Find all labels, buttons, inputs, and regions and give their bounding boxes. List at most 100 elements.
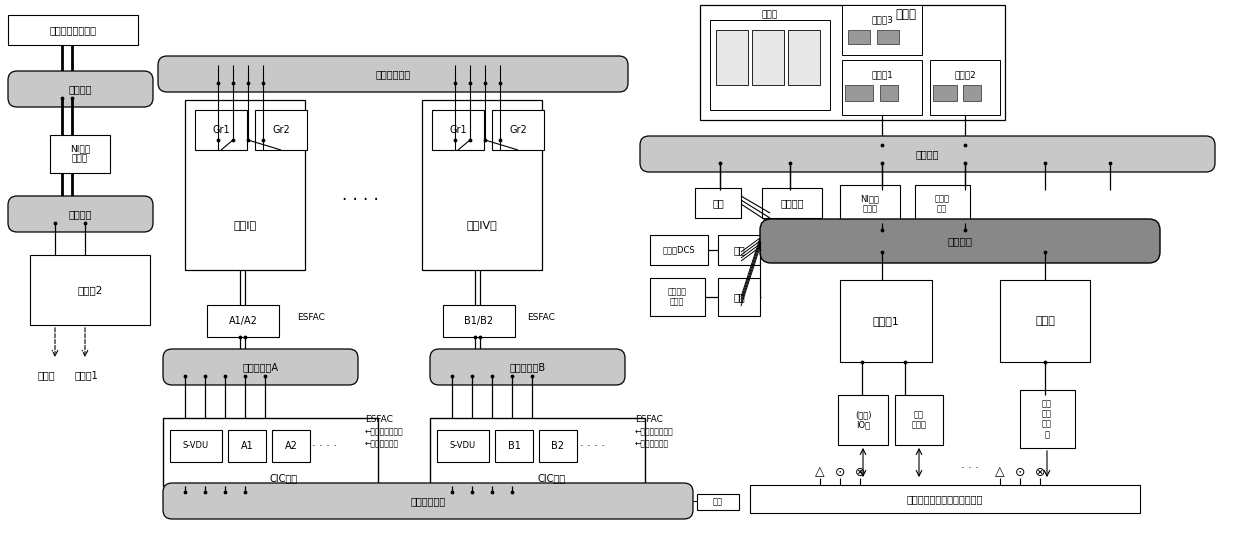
Bar [1021, 390, 1075, 448]
Text: B1/B2: B1/B2 [465, 316, 494, 326]
Bar [697, 494, 739, 510]
Bar [422, 100, 542, 270]
Text: Gr2: Gr2 [272, 125, 290, 135]
Bar [880, 85, 898, 101]
Text: 安全级DCS: 安全级DCS [662, 246, 696, 255]
Bar [650, 278, 706, 316]
Bar [718, 235, 760, 265]
Bar [711, 20, 830, 110]
Bar [228, 430, 267, 462]
Text: ⊗: ⊗ [854, 466, 866, 479]
Text: Gr1: Gr1 [449, 125, 466, 135]
Text: Gr2: Gr2 [510, 125, 527, 135]
Text: 安全系统总线: 安全系统总线 [376, 69, 410, 79]
FancyBboxPatch shape [640, 136, 1215, 172]
FancyBboxPatch shape [7, 71, 153, 107]
Bar [694, 188, 742, 218]
Text: 工程师站: 工程师站 [780, 198, 804, 208]
Text: Gr1: Gr1 [212, 125, 229, 135]
Bar [930, 60, 999, 115]
Bar [495, 430, 533, 462]
Text: A2: A2 [284, 441, 298, 451]
Bar [436, 430, 489, 462]
Bar [185, 100, 305, 270]
Bar [963, 85, 981, 101]
Bar [915, 185, 970, 223]
Text: ←多样化驱动系统: ←多样化驱动系统 [365, 428, 404, 436]
FancyBboxPatch shape [7, 196, 153, 232]
Bar [50, 135, 110, 173]
Text: B1: B1 [507, 441, 521, 451]
Text: A1: A1 [241, 441, 253, 451]
Text: 保护IV组: 保护IV组 [466, 220, 497, 230]
Text: ⊙: ⊙ [1014, 466, 1025, 479]
Text: 工作站2: 工作站2 [954, 70, 976, 80]
Bar [999, 280, 1090, 362]
Text: CIC机柜: CIC机柜 [537, 473, 565, 483]
Bar [255, 110, 308, 150]
Text: . . .: . . . [961, 460, 978, 470]
Text: 终端总线: 终端总线 [916, 149, 939, 159]
Text: . . . .: . . . . [342, 186, 378, 204]
Text: ⊗: ⊗ [1034, 466, 1045, 479]
Text: 现场（智能）传感器、执行器: 现场（智能）传感器、执行器 [906, 494, 983, 504]
Text: 大屏幕: 大屏幕 [761, 10, 777, 20]
Text: ⊙: ⊙ [835, 466, 846, 479]
Text: B2: B2 [552, 441, 564, 451]
Bar [751, 30, 784, 85]
FancyBboxPatch shape [157, 56, 627, 92]
FancyBboxPatch shape [162, 483, 693, 519]
Bar [272, 430, 310, 462]
Text: S-VDU: S-VDU [184, 442, 210, 450]
Text: 安全级总线B: 安全级总线B [510, 362, 546, 372]
Bar [848, 30, 870, 44]
Text: 历史服
务器: 历史服 务器 [935, 194, 950, 214]
Text: S-VDU: S-VDU [450, 442, 476, 450]
Bar [750, 485, 1140, 513]
Text: A1/A2: A1/A2 [228, 316, 258, 326]
Text: 网关: 网关 [713, 498, 723, 507]
Text: ←严重事故系统: ←严重事故系统 [635, 440, 670, 448]
Text: · · · ·: · · · · [579, 441, 605, 451]
Text: 控制站1: 控制站1 [74, 370, 99, 380]
Text: 控制总线: 控制总线 [947, 236, 972, 246]
Bar [170, 430, 222, 462]
FancyBboxPatch shape [760, 219, 1159, 263]
Text: ←严重事故系统: ←严重事故系统 [365, 440, 399, 448]
Bar [718, 278, 760, 316]
Text: 控制站2: 控制站2 [77, 285, 103, 295]
Bar [839, 185, 900, 223]
Text: 通讯站: 通讯站 [1035, 316, 1055, 326]
Text: ESFAC: ESFAC [298, 313, 325, 322]
Text: ESFAC: ESFAC [635, 416, 663, 424]
Bar [763, 188, 822, 218]
Text: (远程)
IO柜: (远程) IO柜 [854, 410, 872, 430]
Bar [839, 280, 932, 362]
Bar [715, 30, 748, 85]
Text: 工作站1: 工作站1 [870, 70, 893, 80]
Bar [895, 395, 942, 445]
Bar [838, 395, 888, 445]
Text: 保护I组: 保护I组 [233, 220, 257, 230]
Bar [207, 305, 279, 337]
Bar [432, 110, 484, 150]
Bar [650, 235, 708, 265]
Text: CIC机柜: CIC机柜 [270, 473, 298, 483]
Text: 控制站1: 控制站1 [873, 316, 899, 326]
Text: · · · ·: · · · · [312, 441, 337, 451]
Text: ESFAC: ESFAC [527, 313, 554, 322]
Bar [842, 60, 923, 115]
Text: 安全级总线A: 安全级总线A [243, 362, 279, 372]
Bar [844, 85, 873, 101]
Bar [787, 30, 820, 85]
Bar [877, 30, 899, 44]
Text: 控制总线: 控制总线 [68, 209, 92, 219]
Text: △: △ [815, 466, 825, 479]
Text: ESFAC: ESFAC [365, 416, 393, 424]
Text: 终端总线: 终端总线 [68, 84, 92, 94]
Text: 网关: 网关 [733, 245, 745, 255]
Bar [539, 430, 577, 462]
Bar [701, 5, 1004, 120]
Text: 人机接口总线: 人机接口总线 [410, 496, 445, 506]
Text: 第三
方仪
控系
统: 第三 方仪 控系 统 [1042, 399, 1052, 439]
